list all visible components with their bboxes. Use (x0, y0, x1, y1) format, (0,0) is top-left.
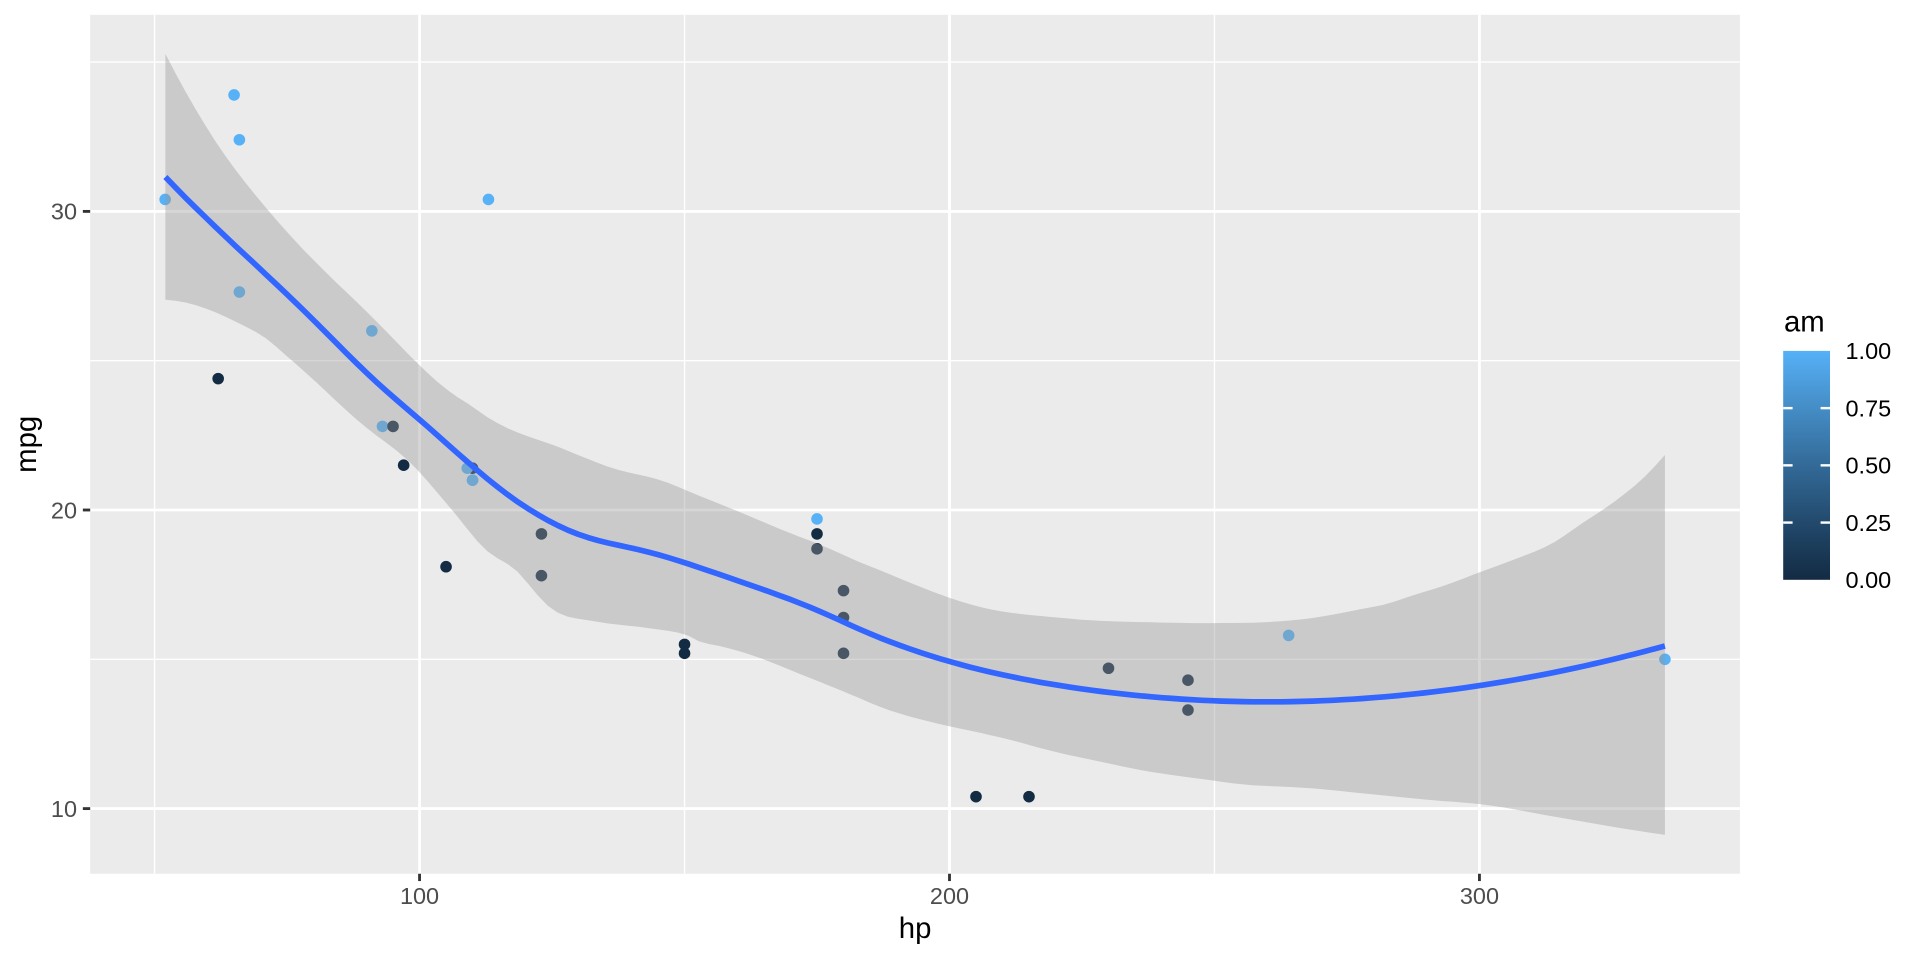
svg-text:1.00: 1.00 (1846, 338, 1892, 364)
svg-text:0.75: 0.75 (1846, 395, 1892, 421)
svg-text:10: 10 (51, 796, 77, 822)
svg-text:am: am (1784, 305, 1825, 338)
svg-text:0.25: 0.25 (1846, 510, 1892, 536)
svg-text:20: 20 (51, 497, 77, 523)
svg-text:0.00: 0.00 (1846, 567, 1892, 593)
svg-text:100: 100 (400, 883, 439, 909)
svg-text:hp: hp (899, 912, 932, 945)
svg-text:0.50: 0.50 (1846, 453, 1892, 479)
svg-text:200: 200 (930, 883, 969, 909)
svg-text:300: 300 (1460, 883, 1499, 909)
svg-text:30: 30 (51, 199, 77, 225)
svg-text:mpg: mpg (10, 416, 43, 473)
